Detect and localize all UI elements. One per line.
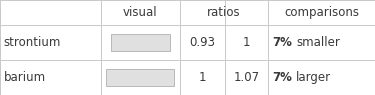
Text: visual: visual xyxy=(123,6,158,19)
Text: 7%: 7% xyxy=(272,71,292,84)
Text: smaller: smaller xyxy=(296,36,340,49)
Text: barium: barium xyxy=(4,71,46,84)
Text: 1.07: 1.07 xyxy=(234,71,260,84)
Text: 1: 1 xyxy=(243,36,250,49)
Text: 1: 1 xyxy=(199,71,206,84)
Text: ratios: ratios xyxy=(207,6,241,19)
Text: strontium: strontium xyxy=(4,36,61,49)
Bar xyxy=(106,69,174,86)
Text: 0.93: 0.93 xyxy=(189,36,216,49)
Bar xyxy=(111,34,170,51)
Text: larger: larger xyxy=(296,71,332,84)
Text: comparisons: comparisons xyxy=(284,6,359,19)
Text: 7%: 7% xyxy=(272,36,292,49)
